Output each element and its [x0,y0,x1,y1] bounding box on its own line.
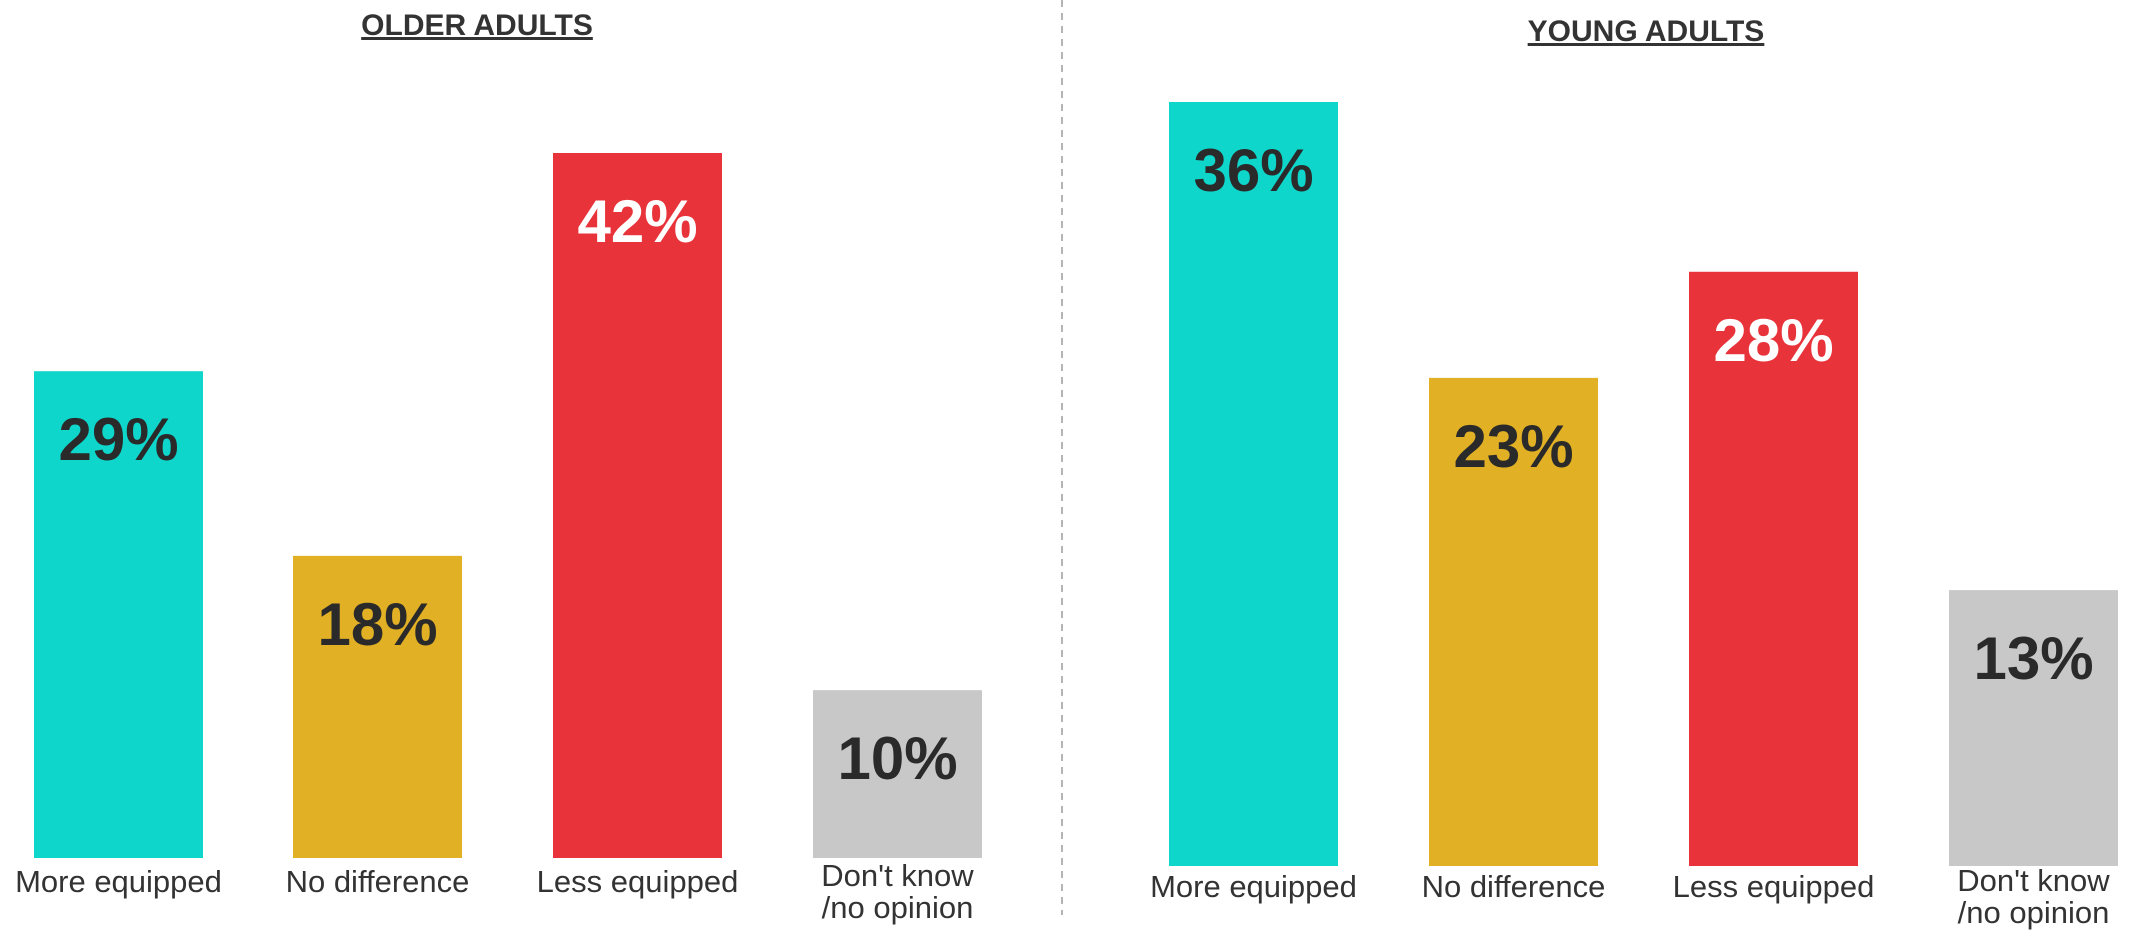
young-category-label-dont-know: Don't know/no opinion [1957,863,2110,930]
older-adults-panel: OLDER ADULTS 29% More equipped 18% No diffe… [15,9,982,925]
young-value-label-less-equipped: 28% [1713,307,1833,374]
older-adults-title: OLDER ADULTS [361,9,593,42]
young-category-label-no-difference: No difference [1422,869,1606,904]
older-bar-less-equipped [553,153,722,858]
older-category-label-more-equipped: More equipped [15,864,222,899]
young-category-label-more-equipped: More equipped [1150,869,1357,904]
older-category-label-dont-know: Don't know/no opinion [821,858,974,925]
older-bar-no-difference [293,555,462,858]
young-adults-panel: YOUNG ADULTS 36% More equipped 23% No diffe… [1150,15,2118,930]
older-value-label-no-difference: 18% [317,591,437,658]
older-category-label-no-difference: No difference [286,864,470,899]
young-bar-dont-know [1949,590,2118,866]
older-value-label-dont-know: 10% [837,725,957,792]
older-bar-more-equipped [34,371,203,858]
older-value-label-less-equipped: 42% [577,188,697,255]
young-category-label-less-equipped: Less equipped [1673,869,1875,904]
young-value-label-dont-know: 13% [1973,625,2093,692]
young-value-label-more-equipped: 36% [1193,137,1313,204]
young-bar-less-equipped [1689,271,1858,866]
young-bar-more-equipped [1169,102,1338,866]
older-category-label-less-equipped: Less equipped [537,864,739,899]
older-bar-dont-know [813,690,982,858]
young-value-label-no-difference: 23% [1453,413,1573,480]
older-value-label-more-equipped: 29% [58,406,178,473]
young-bar-no-difference [1429,377,1598,866]
young-adults-title: YOUNG ADULTS [1528,15,1765,48]
